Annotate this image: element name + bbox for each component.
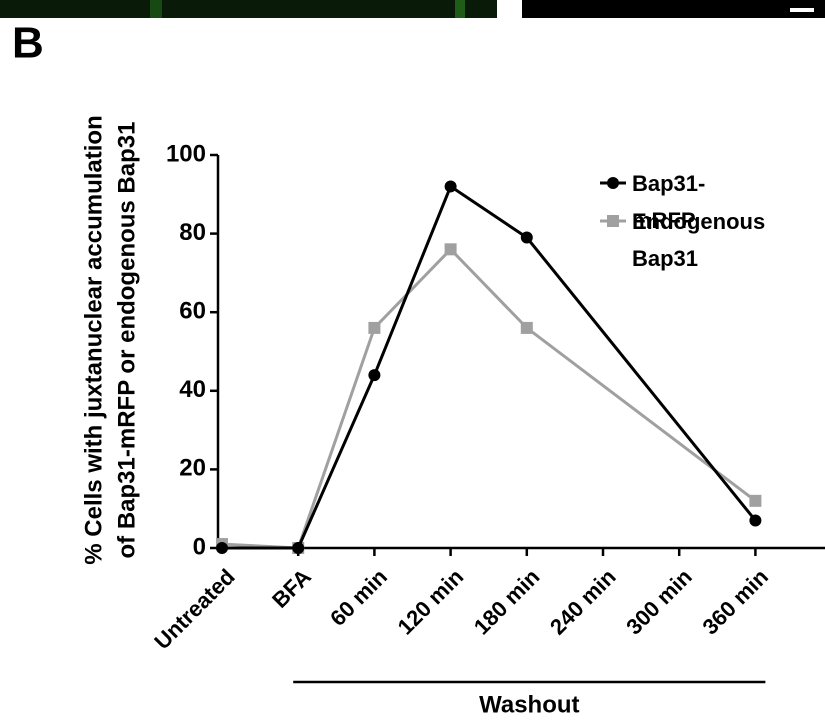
legend-swatch [607, 177, 619, 189]
x-tick-label: 120 min [393, 564, 469, 640]
x-tick-label: 360 min [697, 564, 773, 640]
figure: B 0 20 40 60 80 100 Untreated BFA60 min120 min1… [0, 0, 825, 723]
x-tick-label: 60 min [325, 564, 392, 631]
micrograph-detail [455, 0, 465, 18]
panel-label: B [12, 19, 44, 68]
y-axis-label: of Bap31-mRFP or endogenous Bap31 [113, 122, 140, 559]
data-point [368, 369, 380, 381]
data-point [445, 243, 457, 255]
data-point [368, 322, 380, 334]
data-point [521, 322, 533, 334]
y-tick-label: 60 [179, 298, 206, 325]
x-tick-label: BFA [267, 564, 316, 613]
legend-label: Endogenous Bap31 [632, 203, 762, 277]
y-tick-label: 80 [179, 219, 206, 246]
chart: B 0 20 40 60 80 100 Untreated BFA60 min120 min1… [0, 0, 825, 723]
legend-swatch [607, 215, 619, 227]
micrograph-detail [150, 0, 162, 18]
y-tick-label: 40 [179, 376, 206, 403]
y-axis-label: % Cells with juxtanuclear accumulation [80, 115, 107, 564]
y-tick-label: 20 [179, 455, 206, 482]
micrograph-strip [522, 0, 825, 18]
micrograph-strip [0, 0, 497, 18]
y-tick-label: 100 [166, 140, 206, 167]
x-tick-label: Untreated [149, 564, 239, 654]
x-tick-label: 180 min [469, 564, 545, 640]
data-point [749, 495, 761, 507]
data-point [749, 514, 761, 526]
data-point [216, 542, 228, 554]
scale-bar [790, 8, 814, 12]
data-point [521, 232, 533, 244]
x-tick-label: 300 min [621, 564, 697, 640]
x-tick-label: 240 min [545, 564, 621, 640]
group-label: Washout [479, 691, 579, 718]
series-line [222, 249, 755, 548]
y-tick-label: 0 [193, 533, 206, 560]
data-point [292, 542, 304, 554]
data-point [445, 180, 457, 192]
